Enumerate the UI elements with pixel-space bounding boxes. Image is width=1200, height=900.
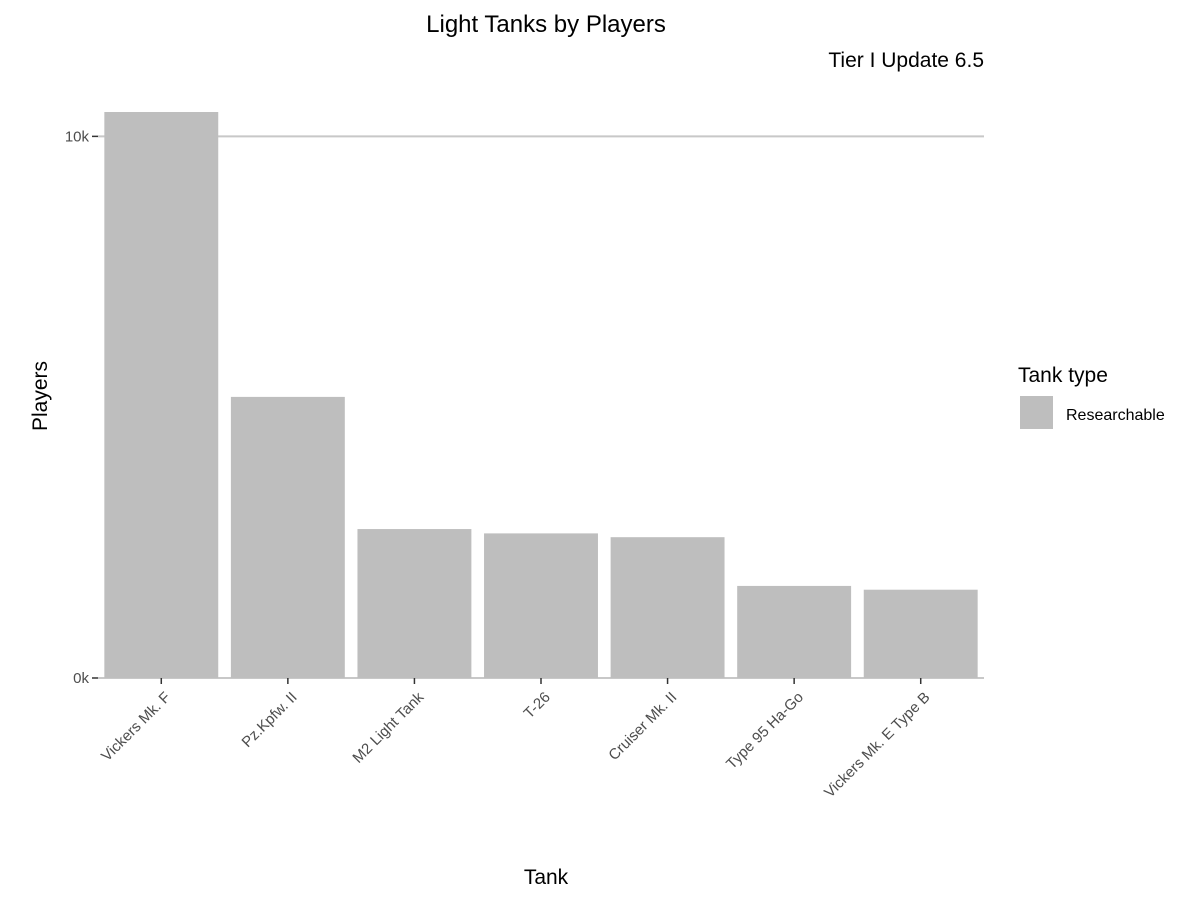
bar xyxy=(863,589,978,678)
bar xyxy=(484,533,598,678)
bar xyxy=(104,112,219,678)
x-axis-title: Tank xyxy=(524,866,569,889)
legend-title: Tank type xyxy=(1018,364,1108,387)
bar xyxy=(737,585,852,678)
x-tick-label: Vickers Mk. E Type B xyxy=(821,689,933,801)
chart-subtitle: Tier I Update 6.5 xyxy=(828,49,984,72)
x-tick-label: Pz.Kpfw. II xyxy=(239,689,301,751)
bar xyxy=(230,396,345,678)
legend: Tank type Researchable xyxy=(1018,364,1165,429)
x-tick-label: Type 95 Ha-Go xyxy=(723,689,807,773)
x-tick-label: Cruiser Mk. II xyxy=(605,689,680,764)
chart-title: Light Tanks by Players xyxy=(426,11,666,38)
legend-key-researchable xyxy=(1020,396,1053,429)
y-tick-label: 0k xyxy=(73,670,89,687)
x-tick-label: Vickers Mk. F xyxy=(98,689,174,765)
bars xyxy=(104,112,978,678)
legend-label-researchable: Researchable xyxy=(1066,407,1165,424)
x-tick-label: T-26 xyxy=(521,689,554,722)
x-tick-label: M2 Light Tank xyxy=(349,688,427,766)
x-axis: Vickers Mk. F Pz.Kpfw. II M2 Light Tank T-2… xyxy=(98,678,934,801)
y-tick-label: 10k xyxy=(65,128,90,145)
y-axis: 0k 10k xyxy=(65,128,98,687)
y-axis-title: Players xyxy=(29,361,52,431)
bar xyxy=(357,529,472,678)
bar xyxy=(610,537,725,678)
